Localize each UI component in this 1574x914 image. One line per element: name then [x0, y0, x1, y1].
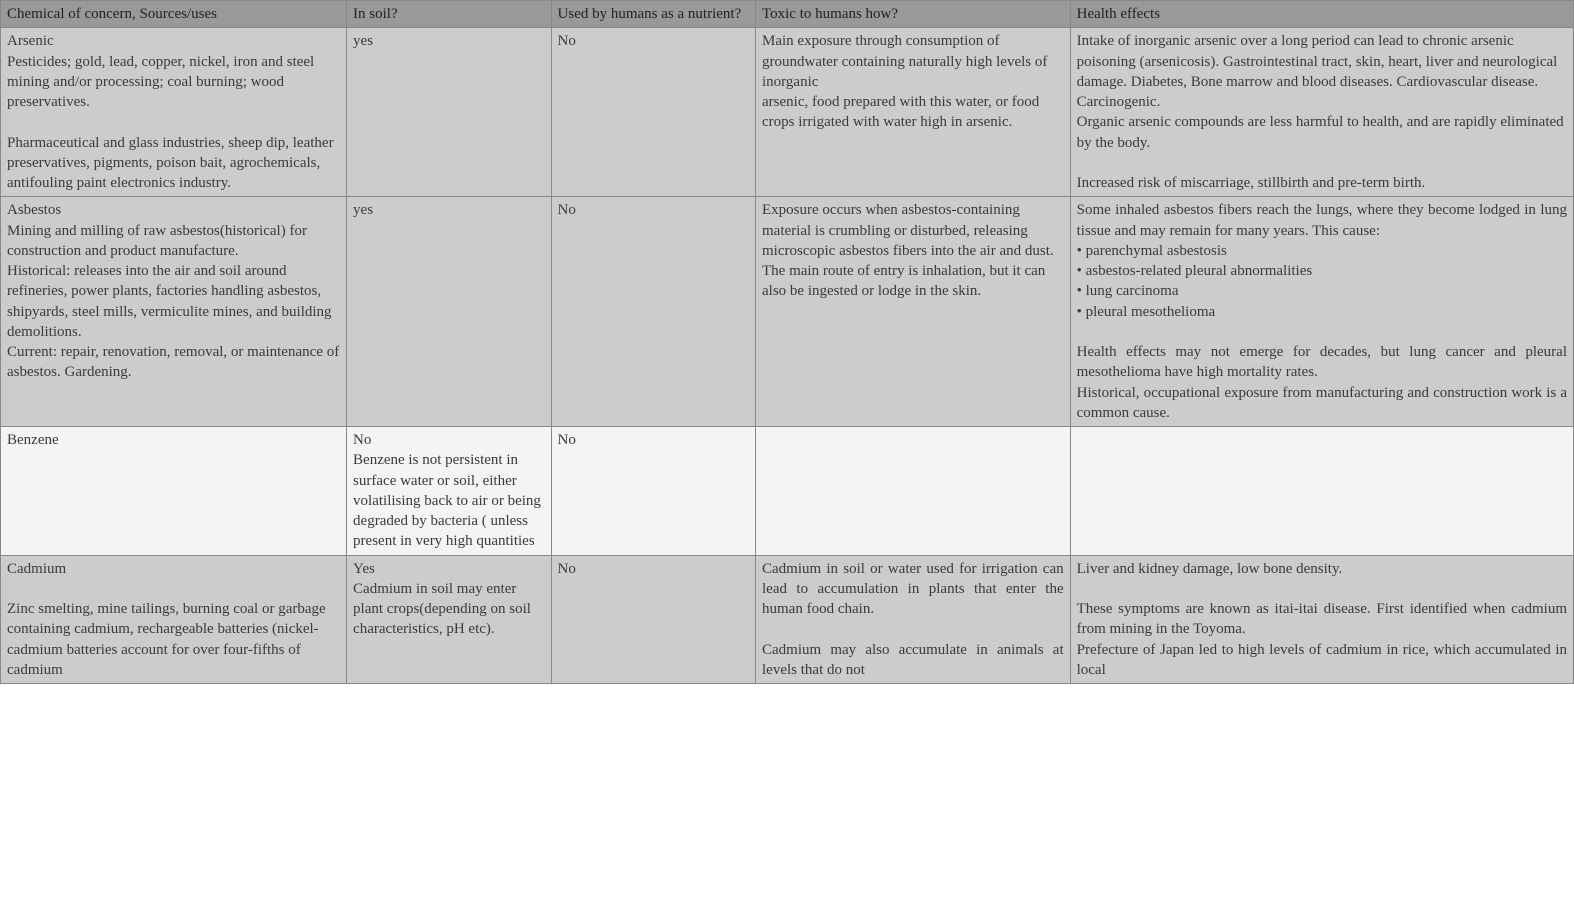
table-row: AsbestosMining and milling of raw asbest…: [1, 197, 1574, 427]
table-cell: CadmiumZinc smelting, mine tailings, bur…: [1, 555, 347, 684]
table-header-row: Chemical of concern, Sources/uses In soi…: [1, 1, 1574, 28]
table-cell: Main exposure through consumption of gro…: [756, 28, 1071, 197]
col-header-chemical: Chemical of concern, Sources/uses: [1, 1, 347, 28]
table-cell: Liver and kidney damage, low bone densit…: [1070, 555, 1573, 684]
table-cell: [756, 427, 1071, 556]
table-row: BenzeneNoBenzene is not persistent in su…: [1, 427, 1574, 556]
table-cell: Intake of inorganic arsenic over a long …: [1070, 28, 1573, 197]
table-cell: yes: [347, 28, 551, 197]
table-cell: Benzene: [1, 427, 347, 556]
col-header-in-soil: In soil?: [347, 1, 551, 28]
table-cell: [1070, 427, 1573, 556]
table-cell: No: [551, 28, 755, 197]
table-cell: NoBenzene is not persistent in surface w…: [347, 427, 551, 556]
table-cell: Some inhaled asbestos fibers reach the l…: [1070, 197, 1573, 427]
table-cell: No: [551, 427, 755, 556]
table-cell: AsbestosMining and milling of raw asbest…: [1, 197, 347, 427]
col-header-health-effects: Health effects: [1070, 1, 1573, 28]
table-cell: No: [551, 555, 755, 684]
table-cell: No: [551, 197, 755, 427]
table-body: ArsenicPesticides; gold, lead, copper, n…: [1, 28, 1574, 684]
table-row: ArsenicPesticides; gold, lead, copper, n…: [1, 28, 1574, 197]
table-cell: Exposure occurs when asbestos-containing…: [756, 197, 1071, 427]
table-cell: YesCadmium in soil may enter plant crops…: [347, 555, 551, 684]
col-header-toxic-how: Toxic to humans how?: [756, 1, 1071, 28]
table-cell: yes: [347, 197, 551, 427]
table-cell: Cadmium in soil or water used for irriga…: [756, 555, 1071, 684]
col-header-nutrient: Used by humans as a nutrient?: [551, 1, 755, 28]
table-cell: ArsenicPesticides; gold, lead, copper, n…: [1, 28, 347, 197]
table-row: CadmiumZinc smelting, mine tailings, bur…: [1, 555, 1574, 684]
chemicals-table: Chemical of concern, Sources/uses In soi…: [0, 0, 1574, 684]
